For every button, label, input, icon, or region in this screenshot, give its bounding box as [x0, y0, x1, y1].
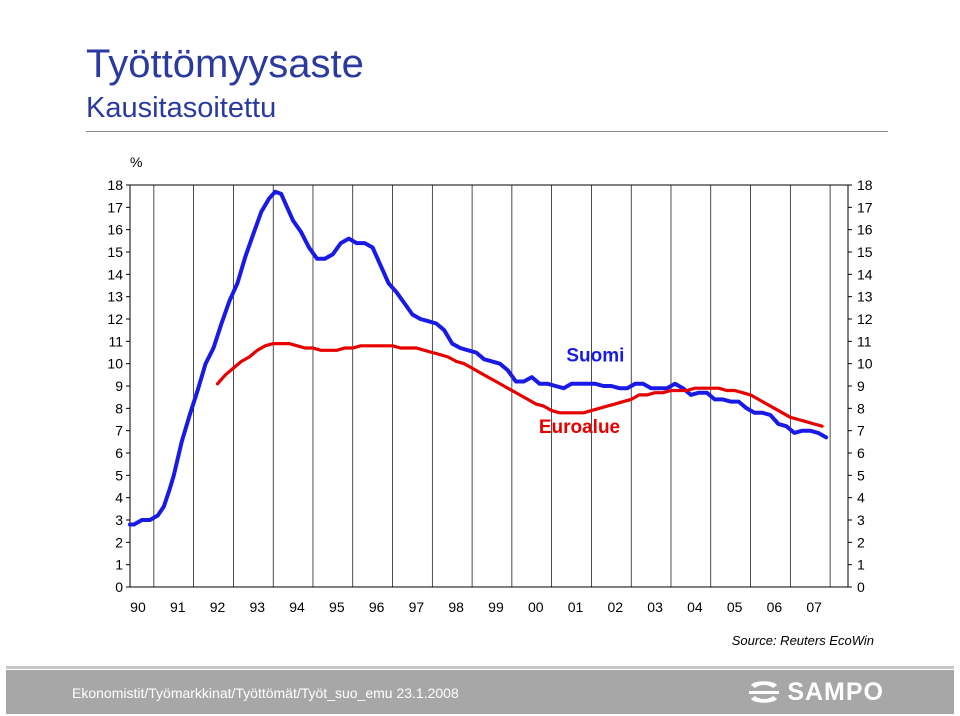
x-tick-label: 03 — [647, 599, 663, 615]
y-tick-label-right: 9 — [857, 378, 865, 394]
y-tick-label-right: 8 — [857, 400, 865, 416]
y-tick-label-right: 5 — [857, 467, 865, 483]
x-tick-label: 92 — [210, 599, 226, 615]
y-tick-label-right: 2 — [857, 534, 865, 550]
y-tick-label-left: 0 — [115, 579, 123, 595]
y-tick-label-left: 9 — [115, 378, 123, 394]
x-tick-label: 05 — [727, 599, 743, 615]
y-tick-label-left: 15 — [107, 244, 123, 260]
x-tick-label: 00 — [528, 599, 544, 615]
series-label-euroalue: Euroalue — [539, 417, 620, 438]
y-tick-label-left: 18 — [107, 177, 123, 193]
x-tick-label: 95 — [329, 599, 345, 615]
y-tick-label-left: 7 — [115, 423, 123, 439]
y-tick-label-right: 15 — [857, 244, 873, 260]
y-tick-label-left: 10 — [107, 356, 123, 372]
sampo-logo: SAMPO — [747, 677, 884, 707]
y-tick-label-right: 7 — [857, 423, 865, 439]
y-tick-label-left: 14 — [107, 266, 123, 282]
footer-bar: Ekonomistit/Työmarkkinat/Työttömät/Työt_… — [6, 670, 954, 714]
x-tick-label: 04 — [687, 599, 703, 615]
y-tick-label-right: 0 — [857, 579, 865, 595]
x-tick-label: 90 — [130, 599, 146, 615]
y-tick-label-right: 10 — [857, 356, 873, 372]
y-tick-label-left: 1 — [115, 557, 123, 573]
x-tick-label: 94 — [289, 599, 305, 615]
y-tick-label-right: 12 — [857, 311, 873, 327]
x-tick-label: 91 — [170, 599, 186, 615]
title-divider — [86, 131, 888, 132]
series-label-suomi: Suomi — [566, 345, 624, 366]
y-tick-label-right: 14 — [857, 266, 873, 282]
y-tick-label-left: 2 — [115, 534, 123, 550]
y-tick-label-right: 4 — [857, 490, 865, 506]
source-note: Source: Reuters EcoWin — [731, 633, 874, 648]
y-tick-label-right: 3 — [857, 512, 865, 528]
y-tick-label-right: 17 — [857, 199, 873, 215]
sampo-logo-text: SAMPO — [787, 677, 884, 706]
y-tick-label-left: 17 — [107, 199, 123, 215]
y-tick-label-left: 13 — [107, 289, 123, 305]
x-tick-label: 96 — [369, 599, 385, 615]
x-tick-label: 93 — [250, 599, 266, 615]
unemployment-line-chart: 90 91 92 93 94 95 96 97 98 99 00 01 02 03 04 05 06 070 01 1… — [107, 154, 873, 615]
page-title: Työttömyysaste — [86, 42, 364, 86]
y-tick-label-left: 12 — [107, 311, 123, 327]
y-tick-label-left: 8 — [115, 400, 123, 416]
y-tick-label-left: 3 — [115, 512, 123, 528]
y-tick-label-left: 11 — [108, 333, 123, 349]
y-axis-unit-label: % — [130, 154, 142, 170]
x-tick-label: 97 — [409, 599, 425, 615]
x-tick-label: 07 — [806, 599, 822, 615]
page-subtitle: Kausitasoitettu — [86, 92, 277, 124]
x-tick-label: 98 — [448, 599, 464, 615]
y-tick-label-right: 16 — [857, 222, 873, 238]
x-tick-label: 06 — [767, 599, 783, 615]
sampo-logo-icon — [749, 681, 780, 703]
y-tick-label-right: 1 — [857, 557, 865, 573]
y-tick-label-right: 18 — [857, 177, 873, 193]
series-line-euroalue — [215, 342, 824, 428]
x-tick-label: 01 — [568, 599, 584, 615]
footer-path: Ekonomistit/Työmarkkinat/Työttömät/Työt_… — [72, 685, 459, 701]
y-tick-label-right: 6 — [857, 445, 865, 461]
footer-divider — [6, 666, 954, 669]
y-tick-label-left: 5 — [115, 467, 123, 483]
x-tick-label: 99 — [488, 599, 504, 615]
x-tick-label: 02 — [608, 599, 624, 615]
y-tick-label-left: 6 — [115, 445, 123, 461]
y-tick-label-left: 16 — [107, 222, 123, 238]
y-tick-label-right: 11 — [857, 333, 872, 349]
series-line-suomi — [128, 189, 829, 527]
y-tick-label-left: 4 — [115, 490, 123, 506]
y-tick-label-right: 13 — [857, 289, 873, 305]
